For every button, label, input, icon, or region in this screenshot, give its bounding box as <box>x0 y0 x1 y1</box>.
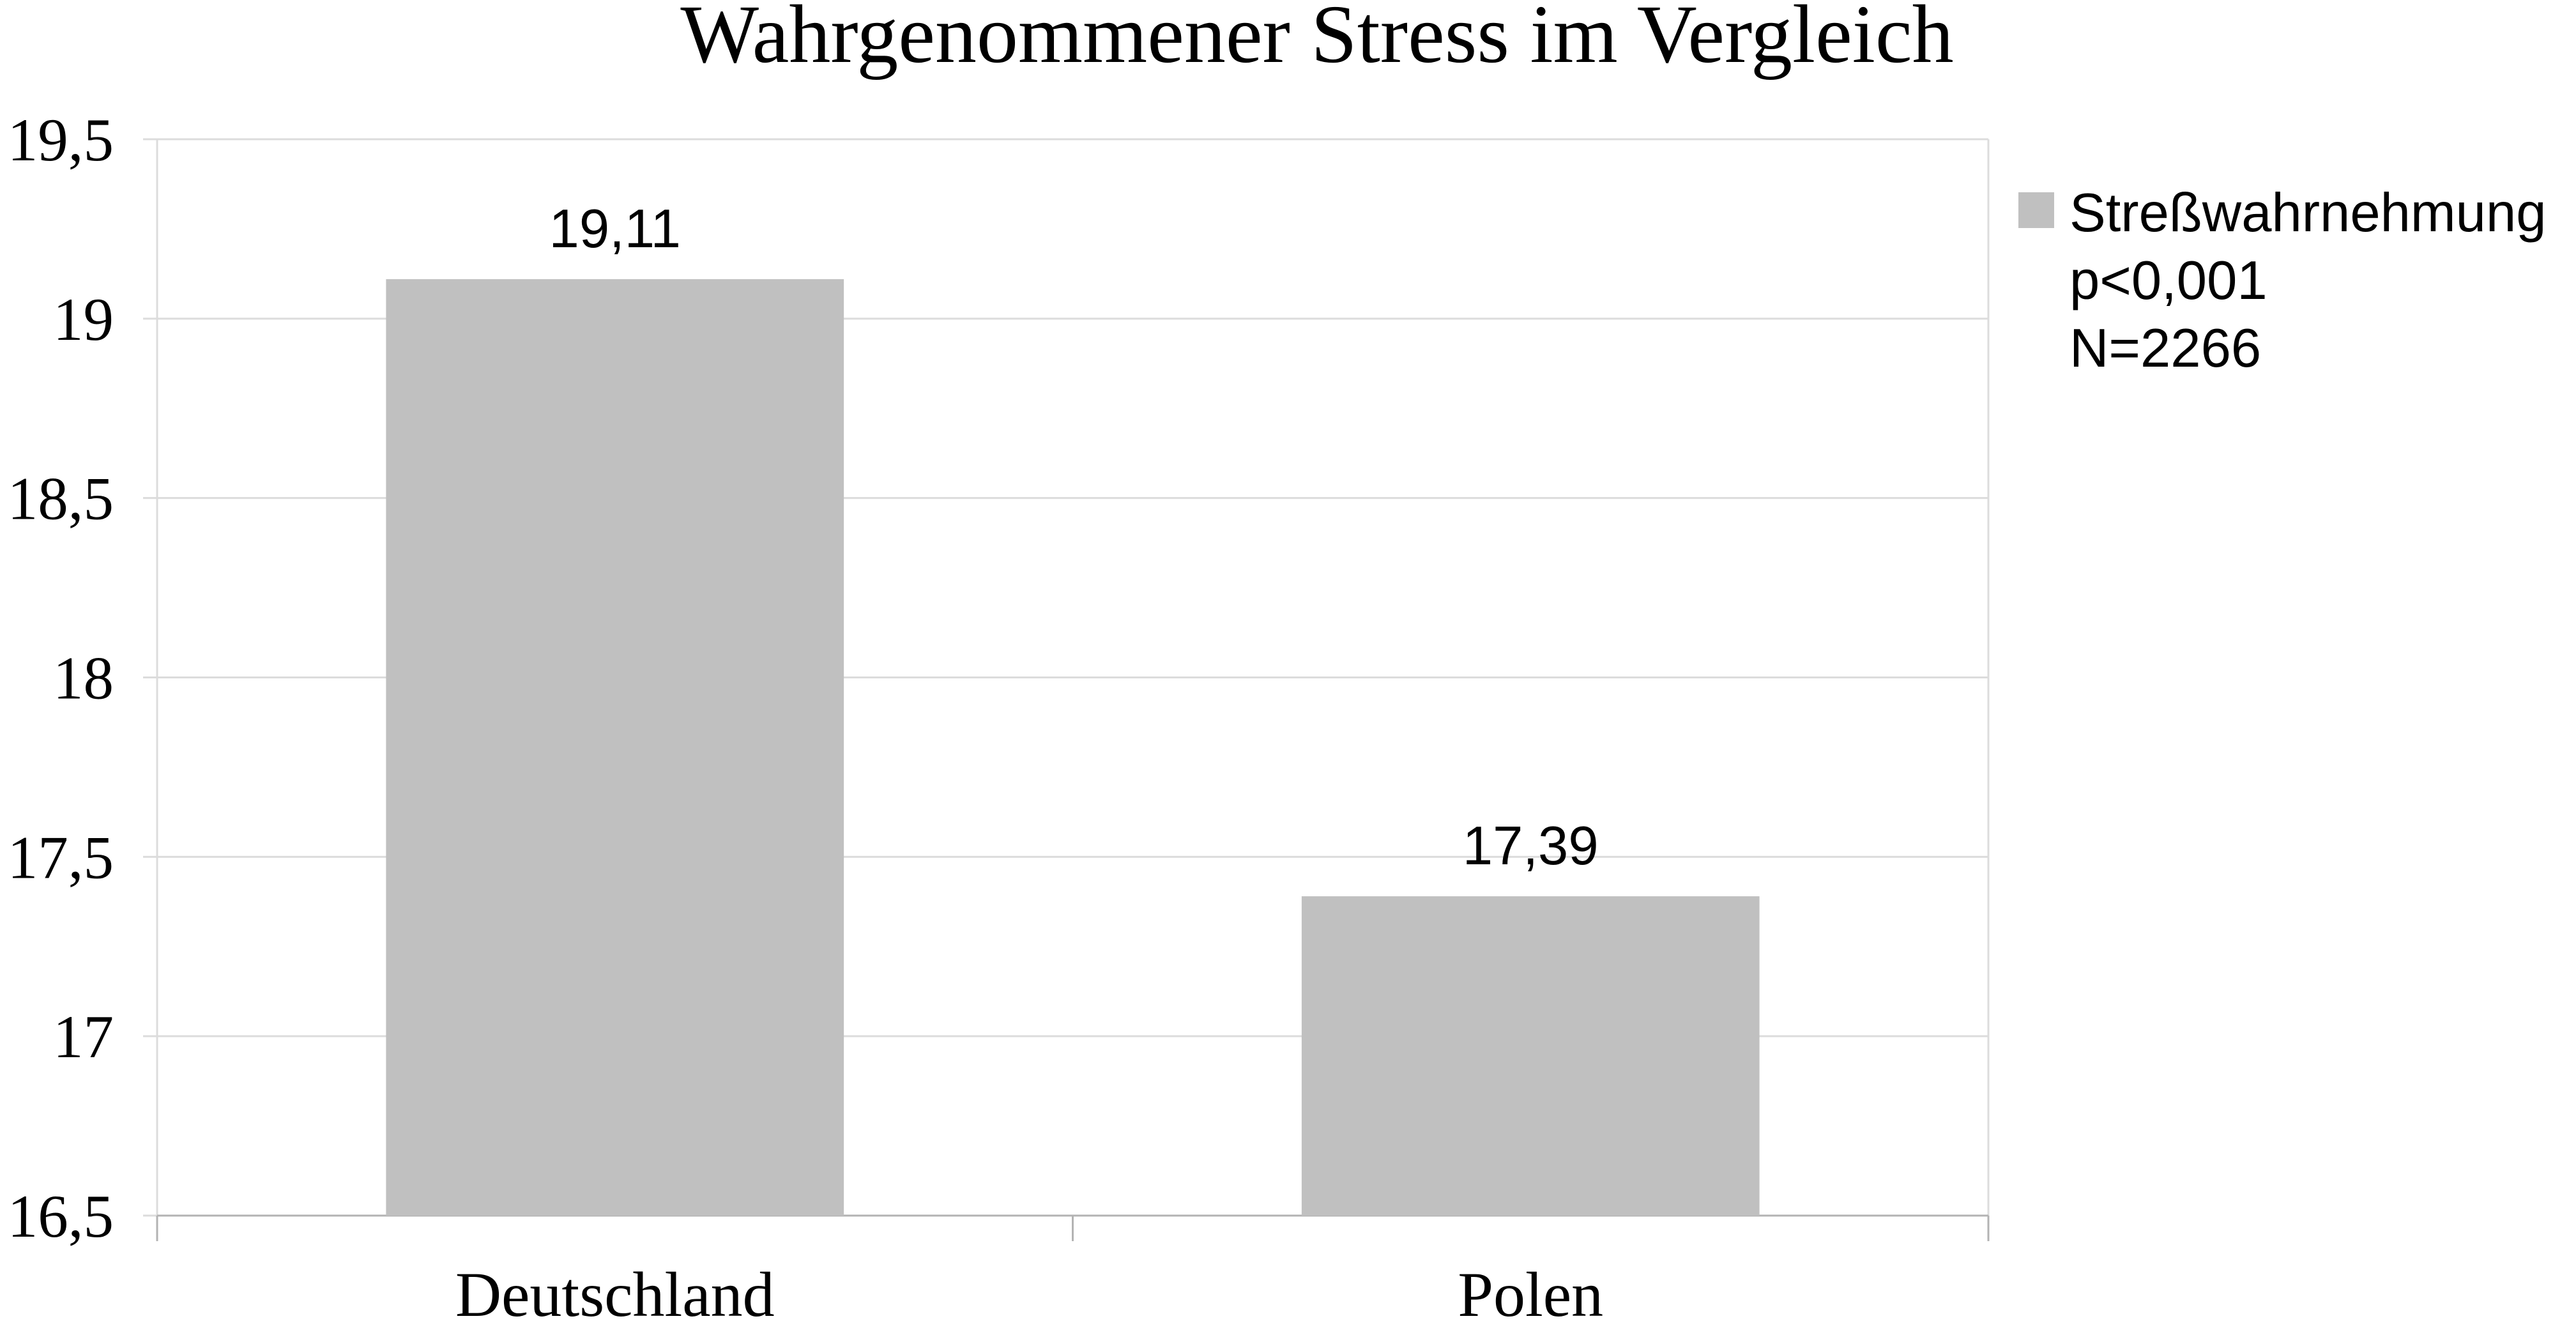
legend-p-value: p<0,001 <box>2069 250 2267 311</box>
legend: Streßwahrnehmung p<0,001 N=2266 <box>2018 183 2547 379</box>
y-tick-label: 16,5 <box>8 1182 114 1250</box>
y-tick-label: 19 <box>53 286 114 353</box>
chart-title: Wahrgenommener Stress im Vergleich <box>680 0 1953 80</box>
x-axis-ticks: Deutschland Polen <box>156 1216 1990 1321</box>
x-tick-label: Deutschland <box>455 1259 775 1321</box>
legend-sample-size: N=2266 <box>2069 318 2261 379</box>
y-tick-label: 17,5 <box>8 823 114 891</box>
y-tick-label: 18 <box>53 645 114 712</box>
bars: 19,11 17,39 <box>386 199 1760 1216</box>
y-tick-label: 17 <box>53 1003 114 1071</box>
y-tick-label: 19,5 <box>8 106 114 174</box>
data-label: 17,39 <box>1463 816 1599 876</box>
legend-swatch <box>2018 192 2054 228</box>
bar-deutschland <box>386 279 844 1216</box>
y-axis-ticks: 16,5 17 17,5 18 18,5 19 19,5 <box>8 106 157 1250</box>
data-label: 19,11 <box>549 199 681 259</box>
x-tick-label: Polen <box>1458 1259 1603 1321</box>
legend-series-name: Streßwahrnehmung <box>2069 183 2547 243</box>
y-tick-label: 18,5 <box>8 465 114 533</box>
bar-polen <box>1301 896 1760 1216</box>
